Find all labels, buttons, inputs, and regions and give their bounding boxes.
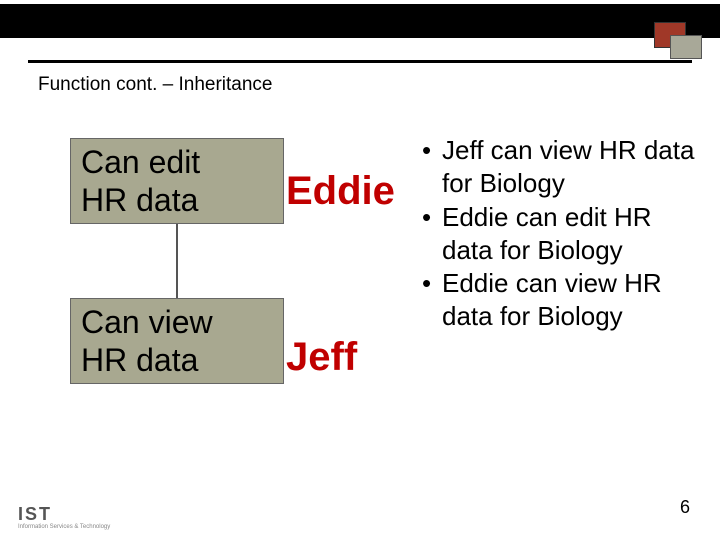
diagram-connector (176, 224, 178, 298)
list-item: • Eddie can edit HR data for Biology (422, 201, 700, 268)
diagram-box-edit: Can edit HR data (70, 138, 284, 224)
diagram-label-eddie: Eddie (286, 169, 395, 214)
bullet-text: Eddie can edit HR data for Biology (442, 201, 700, 268)
page-number: 6 (680, 497, 690, 518)
bullet-list: • Jeff can view HR data for Biology • Ed… (422, 134, 700, 334)
header-accent-square-gray (670, 35, 702, 59)
logo-text-main: IST (18, 505, 110, 523)
bullet-text: Jeff can view HR data for Biology (442, 134, 700, 201)
bullet-marker: • (422, 201, 442, 268)
box-text-line: Can view (81, 303, 283, 341)
diagram-box-view: Can view HR data (70, 298, 284, 384)
list-item: • Jeff can view HR data for Biology (422, 134, 700, 201)
box-text-line: HR data (81, 341, 283, 379)
box-text-line: HR data (81, 181, 283, 219)
list-item: • Eddie can view HR data for Biology (422, 267, 700, 334)
bullet-text: Eddie can view HR data for Biology (442, 267, 700, 334)
header-bar (0, 4, 720, 38)
header-underline (28, 60, 692, 63)
logo-text-sub: Information Services & Technology (18, 524, 110, 530)
bullet-marker: • (422, 267, 442, 334)
bullet-marker: • (422, 134, 442, 201)
box-text-line: Can edit (81, 143, 283, 181)
diagram-label-jeff: Jeff (286, 335, 357, 380)
footer-logo: IST Information Services & Technology (18, 505, 110, 530)
slide-title: Function cont. – Inheritance (38, 74, 272, 96)
